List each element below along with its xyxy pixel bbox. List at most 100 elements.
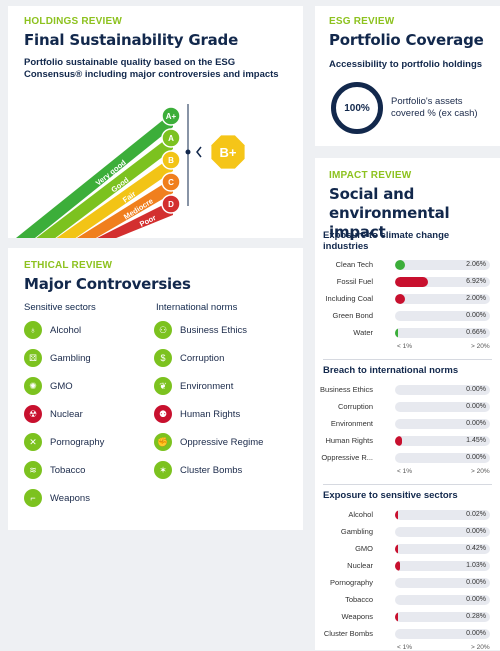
coverage-desc-line1: Portfolio's assets [391, 96, 463, 107]
impact-row-value: 2.00% [466, 295, 486, 302]
holdings-title: Final Sustainability Grade [24, 31, 239, 49]
sector-label: Nuclear [50, 408, 83, 420]
final-grade-label: B+ [220, 145, 237, 160]
impact-row: Alcohol 0.02% [315, 508, 500, 522]
grade-badge [161, 128, 181, 148]
impact-row-label: Pornography [330, 578, 373, 587]
impact-row: Green Bond 0.00% [315, 309, 500, 323]
sector-label: Weapons [50, 492, 90, 504]
impact-bar-fill [395, 510, 398, 520]
grade-badge [161, 194, 181, 214]
impact-row-value: 0.00% [466, 528, 486, 535]
sector-item-alcohol: ♁ Alcohol [24, 320, 81, 340]
leaf-icon: ❦ [154, 377, 172, 395]
norm-label: Corruption [180, 352, 225, 364]
impact-bar-track: 2.06% [395, 260, 490, 270]
impact-bar-track: 1.45% [395, 436, 490, 446]
impact-row-value: 1.45% [466, 437, 486, 444]
sector-label: Gambling [50, 352, 91, 364]
impact-bar-fill [395, 277, 429, 287]
grade-badge-label: A [168, 134, 174, 143]
sector-item-gmo: ✺ GMO [24, 376, 73, 396]
impact-row: Water 0.66% [315, 326, 500, 340]
impact-row-value: 0.00% [466, 596, 486, 603]
impact-title-line1: Social and environmental [329, 185, 450, 222]
impact-bar-track: 1.03% [395, 561, 490, 571]
grade-band-b [56, 156, 173, 238]
impact-row-label: Corruption [337, 402, 373, 411]
section-divider [323, 484, 492, 485]
ethical-review-card: ETHICAL REVIEW Major Controversies Sensi… [8, 248, 303, 530]
holdings-subtitle-line2: Consensus® including major controversies… [24, 69, 279, 80]
esg-subtitle: Accessibility to portfolio holdings [329, 59, 483, 70]
impact-row-value: 6.92% [466, 278, 486, 285]
impact-row: GMO 0.42% [315, 542, 500, 556]
axis-min-label: < 1% [397, 343, 412, 350]
impact-bar-track: 0.00% [395, 402, 490, 412]
norm-label: Oppressive Regime [180, 436, 264, 448]
international-norms-header: International norms [156, 302, 238, 313]
impact-section-title-line1: Breach to international norms [323, 365, 459, 376]
cigarette-icon: ≋ [24, 461, 42, 479]
impact-row: Nuclear 1.03% [315, 559, 500, 573]
axis-min-label: < 1% [397, 644, 412, 651]
axis-max-label: > 20% [471, 343, 490, 350]
impact-row-value: 0.00% [466, 454, 486, 461]
chevron-left-icon [196, 146, 202, 158]
impact-title: Social and environmental impact [329, 185, 500, 242]
impact-row-value: 0.42% [466, 545, 486, 552]
impact-bar-fill [395, 436, 403, 446]
sector-label: Tobacco [50, 464, 86, 476]
impact-bar-track: 0.00% [395, 385, 490, 395]
impact-row-label: Business Ethics [320, 385, 373, 394]
section-divider [323, 359, 492, 360]
people-icon: ⚇ [154, 321, 172, 339]
grade-marker-dot [185, 149, 191, 155]
axis-max-label: > 20% [471, 644, 490, 651]
impact-bar-fill [395, 544, 398, 554]
grade-badge-label: A+ [166, 112, 177, 121]
impact-bar-fill [395, 294, 405, 304]
coverage-ring: 100% [331, 82, 383, 134]
impact-row: Tobacco 0.00% [315, 593, 500, 607]
impact-row-label: Alcohol [348, 510, 373, 519]
sector-item-tobacco: ≋ Tobacco [24, 460, 85, 480]
impact-row-label: Human Rights [325, 436, 373, 445]
bomb-icon: ✶ [154, 461, 172, 479]
impact-section-title-line2: industries [323, 241, 369, 252]
axis-max-label: > 20% [471, 468, 490, 475]
impact-row: Fossil Fuel 6.92% [315, 275, 500, 289]
grade-badge-label: B [168, 156, 174, 165]
dice-icon: ⚄ [24, 349, 42, 367]
impact-bar-track: 0.00% [395, 578, 490, 588]
impact-row-value: 0.00% [466, 386, 486, 393]
holdings-review-card: HOLDINGS REVIEW Final Sustainability Gra… [8, 6, 303, 238]
norm-item-corruption: $ Corruption [154, 348, 224, 368]
ethical-title: Major Controversies [24, 275, 191, 293]
impact-row: Environment 0.00% [315, 417, 500, 431]
impact-row-label: Including Coal [325, 294, 373, 303]
impact-row: Human Rights 1.45% [315, 434, 500, 448]
impact-bar-track: 0.00% [395, 453, 490, 463]
impact-row-value: 2.06% [466, 261, 486, 268]
impact-row-label: Nuclear [347, 561, 373, 570]
norm-label: Cluster Bombs [180, 464, 243, 476]
impact-row-value: 0.28% [466, 613, 486, 620]
holdings-kicker: HOLDINGS REVIEW [24, 16, 123, 27]
esg-review-card: ESG REVIEW Portfolio Coverage Accessibil… [315, 6, 500, 146]
impact-row-label: Clean Tech [335, 260, 373, 269]
impact-row-value: 0.00% [466, 579, 486, 586]
grade-badge [161, 106, 181, 126]
impact-bar-track: 0.02% [395, 510, 490, 520]
impact-row: Gambling 0.00% [315, 525, 500, 539]
impact-row-label: Green Bond [332, 311, 373, 320]
impact-bar-track: 0.66% [395, 328, 490, 338]
impact-row-label: Gambling [340, 527, 373, 536]
holdings-subtitle: Portfolio sustainable quality based on t… [24, 57, 287, 81]
impact-row: Clean Tech 2.06% [315, 258, 500, 272]
coverage-percent: 100% [344, 102, 370, 114]
impact-bar-fill [395, 612, 398, 622]
ethical-kicker: ETHICAL REVIEW [24, 260, 113, 271]
family-icon: ⚉ [154, 405, 172, 423]
